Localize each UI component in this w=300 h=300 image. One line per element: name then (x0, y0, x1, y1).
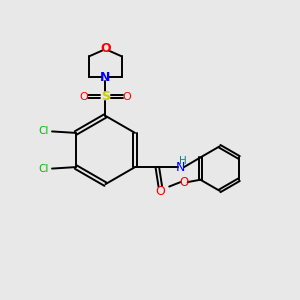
Text: N: N (100, 71, 111, 84)
Text: N: N (176, 160, 185, 174)
Text: S: S (101, 90, 110, 103)
Text: O: O (100, 42, 111, 56)
Text: Cl: Cl (38, 164, 49, 174)
Text: O: O (122, 92, 131, 101)
Text: O: O (80, 92, 88, 101)
Text: H: H (179, 156, 187, 166)
Text: Cl: Cl (38, 126, 49, 136)
Text: O: O (155, 185, 165, 198)
Text: O: O (179, 176, 189, 189)
